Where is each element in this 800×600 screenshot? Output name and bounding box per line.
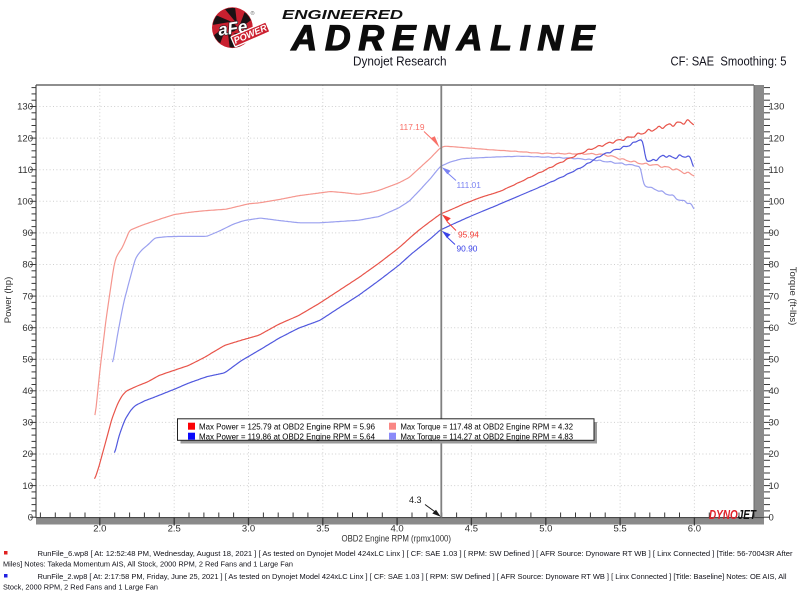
svg-text:RunFile_2.wp8 [ At: 2:17:58 PM: RunFile_2.wp8 [ At: 2:17:58 PM, Friday, … xyxy=(38,572,787,581)
svg-text:®: ® xyxy=(251,10,255,17)
svg-text:60: 60 xyxy=(22,323,33,334)
svg-text:95.94: 95.94 xyxy=(458,230,479,240)
svg-text:Max Torque = 117.48 at OBD2 En: Max Torque = 117.48 at OBD2 Engine RPM =… xyxy=(401,421,574,431)
svg-text:90: 90 xyxy=(769,228,780,239)
svg-text:4.3: 4.3 xyxy=(409,495,422,505)
svg-text:20: 20 xyxy=(22,449,33,460)
svg-text:Dynojet Research: Dynojet Research xyxy=(353,55,447,69)
svg-text:3.5: 3.5 xyxy=(316,524,329,535)
svg-text:50: 50 xyxy=(22,355,33,366)
svg-text:Max Torque = 114.27 at OBD2 En: Max Torque = 114.27 at OBD2 Engine RPM =… xyxy=(401,431,574,441)
svg-text:RunFile_6.wp8 [ At: 12:52:48 P: RunFile_6.wp8 [ At: 12:52:48 PM, Wednesd… xyxy=(38,549,794,558)
svg-text:40: 40 xyxy=(22,386,33,397)
svg-text:ENGINEERED: ENGINEERED xyxy=(282,7,404,22)
svg-text:CF: SAE Smoothing: 5: CF: SAE Smoothing: 5 xyxy=(671,55,787,69)
svg-text:120: 120 xyxy=(17,133,33,144)
svg-text:80: 80 xyxy=(22,260,33,271)
svg-text:80: 80 xyxy=(769,260,780,271)
svg-text:110: 110 xyxy=(769,165,784,176)
svg-text:4.0: 4.0 xyxy=(390,524,403,535)
svg-text:40: 40 xyxy=(769,386,780,397)
svg-text:Power (hp): Power (hp) xyxy=(3,277,14,323)
svg-text:100: 100 xyxy=(769,197,785,208)
svg-text:70: 70 xyxy=(22,291,33,302)
svg-text:10: 10 xyxy=(22,481,33,492)
svg-text:3.0: 3.0 xyxy=(242,524,255,535)
svg-text:6.0: 6.0 xyxy=(688,524,701,535)
svg-text:120: 120 xyxy=(769,133,785,144)
svg-text:4.5: 4.5 xyxy=(465,524,478,535)
svg-text:ADRENALINE: ADRENALINE xyxy=(291,18,596,58)
svg-text:DYNOJET: DYNOJET xyxy=(709,508,757,522)
svg-text:5.5: 5.5 xyxy=(613,524,626,535)
svg-text:110: 110 xyxy=(18,165,33,176)
svg-text:20: 20 xyxy=(769,449,780,460)
svg-text:10: 10 xyxy=(769,481,780,492)
svg-text:130: 130 xyxy=(769,102,785,113)
svg-text:60: 60 xyxy=(769,323,780,334)
svg-text:Miles] Notes: Takeda Momentum: Miles] Notes: Takeda Momentum AIS, All S… xyxy=(3,560,293,569)
svg-text:0: 0 xyxy=(769,512,774,523)
svg-text:2.5: 2.5 xyxy=(168,524,181,535)
svg-text:111.01: 111.01 xyxy=(457,180,482,190)
svg-text:100: 100 xyxy=(17,197,33,208)
svg-text:Max Power = 125.79 at OBD2 Eng: Max Power = 125.79 at OBD2 Engine RPM = … xyxy=(199,421,375,431)
svg-text:30: 30 xyxy=(769,418,780,429)
svg-text:OBD2 Engine RPM (rpmx1000): OBD2 Engine RPM (rpmx1000) xyxy=(342,534,452,545)
svg-text:5.0: 5.0 xyxy=(539,524,552,535)
svg-text:90: 90 xyxy=(22,228,33,239)
svg-text:50: 50 xyxy=(769,355,780,366)
svg-text:Stock, 2000 RPM, 2 Red Fans an: Stock, 2000 RPM, 2 Red Fans and 1 Large … xyxy=(3,583,158,592)
svg-text:Torque (ft-lbs): Torque (ft-lbs) xyxy=(787,267,798,326)
svg-text:117.19: 117.19 xyxy=(400,122,425,132)
svg-text:90.90: 90.90 xyxy=(457,244,478,254)
svg-text:0: 0 xyxy=(28,512,33,523)
svg-text:Max Power = 119.86 at OBD2 Eng: Max Power = 119.86 at OBD2 Engine RPM = … xyxy=(199,431,375,441)
svg-text:130: 130 xyxy=(17,102,33,113)
svg-text:2.0: 2.0 xyxy=(93,524,106,535)
svg-text:70: 70 xyxy=(769,291,780,302)
svg-text:30: 30 xyxy=(22,418,33,429)
